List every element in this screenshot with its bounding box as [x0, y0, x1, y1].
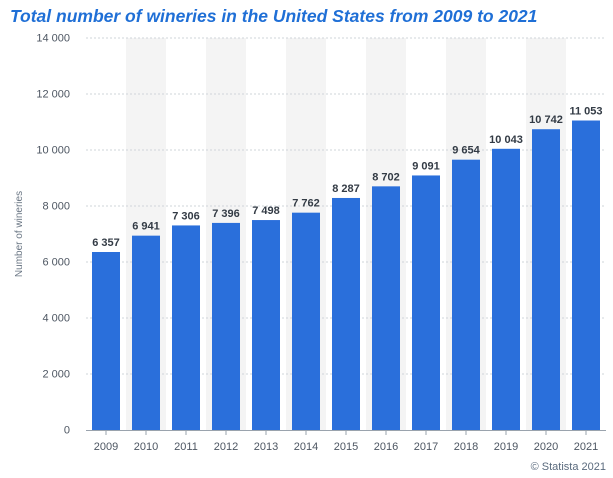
bar-2017[interactable]: [412, 175, 440, 430]
x-tick-label: 2014: [294, 441, 318, 453]
y-axis: 0 2 000 4 000 6 000 8 000 10 000 12 000 14 000: [36, 33, 70, 437]
x-tick-label: 2009: [94, 441, 118, 453]
bar-2016[interactable]: [372, 186, 400, 430]
bar-2011[interactable]: [172, 225, 200, 430]
data-label: 8 702: [372, 171, 400, 183]
y-tick-label: 0: [64, 425, 70, 437]
bar-2015[interactable]: [332, 197, 360, 430]
data-label: 10 043: [489, 134, 523, 146]
y-tick-label: 14 000: [36, 33, 70, 45]
bar-2014[interactable]: [292, 212, 320, 430]
data-label: 10 742: [529, 114, 563, 126]
x-axis: 2009 2010 2011 2012 2013 2014 2015 2016 2017 2018…: [86, 430, 606, 453]
bar-2010[interactable]: [132, 235, 160, 430]
x-tick-label: 2020: [534, 441, 558, 453]
x-tick-label: 2018: [454, 441, 478, 453]
data-labels: 6 357 6 941 7 306 7 396 7 498 7 762 8 287 8 702…: [92, 106, 602, 249]
x-tick-label: 2013: [254, 441, 278, 453]
data-label: 11 053: [569, 106, 602, 118]
bar-2009[interactable]: [92, 252, 120, 430]
x-tick-label: 2015: [334, 441, 358, 453]
bar-2021[interactable]: [572, 120, 600, 431]
data-label: 9 091: [412, 160, 440, 172]
data-label: 7 498: [252, 205, 280, 217]
x-tick-label: 2010: [134, 441, 158, 453]
x-tick-label: 2019: [494, 441, 518, 453]
x-tick-label: 2017: [414, 441, 438, 453]
x-tick-label: 2011: [174, 441, 198, 453]
bar-2019[interactable]: [492, 148, 520, 430]
data-label: 8 287: [332, 183, 360, 195]
data-label: 7 306: [172, 210, 200, 222]
data-label: 7 762: [292, 198, 320, 210]
y-tick-label: 10 000: [36, 145, 70, 157]
x-tick-label: 2012: [214, 441, 238, 453]
bar-2020[interactable]: [532, 129, 560, 430]
bar-2013[interactable]: [252, 220, 280, 430]
data-label: 7 396: [212, 208, 240, 220]
bar-2018[interactable]: [452, 159, 480, 431]
y-tick-label: 4 000: [42, 313, 70, 325]
chart-title: Total number of wineries in the United S…: [10, 6, 538, 26]
data-label: 9 654: [452, 145, 480, 157]
x-tick-label: 2021: [574, 441, 598, 453]
y-tick-label: 2 000: [42, 369, 70, 381]
y-tick-label: 6 000: [42, 257, 70, 269]
bar-2012[interactable]: [212, 222, 240, 430]
data-label: 6 941: [132, 221, 160, 233]
bars: [92, 120, 600, 431]
x-tick-label: 2016: [374, 441, 398, 453]
statista-credit[interactable]: © Statista 2021: [530, 461, 606, 473]
y-tick-label: 8 000: [42, 201, 70, 213]
data-label: 6 357: [92, 237, 120, 249]
y-axis-label: Number of wineries: [14, 191, 25, 277]
y-tick-label: 12 000: [36, 89, 70, 101]
